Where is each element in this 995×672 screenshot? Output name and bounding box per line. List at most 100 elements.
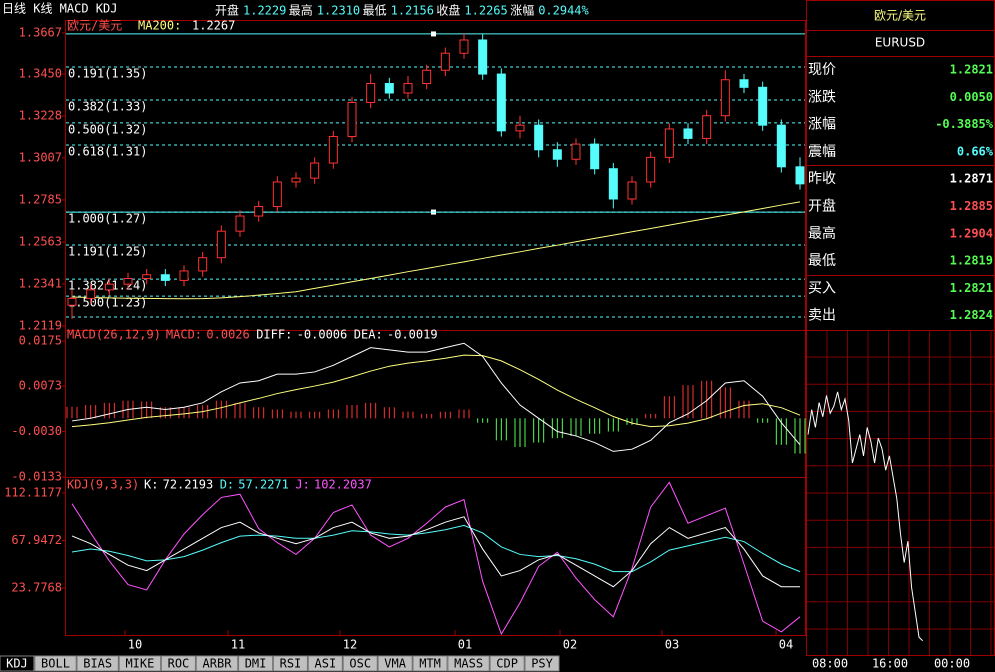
- candle-body: [627, 181, 637, 200]
- k-line: [71, 516, 800, 588]
- tab-label[interactable]: VMA: [384, 657, 406, 671]
- candle-body: [328, 136, 338, 164]
- tab-label[interactable]: ARBR: [203, 657, 233, 671]
- ma-value: 1.2267: [192, 19, 235, 33]
- y-tick-label: -0.0030: [11, 424, 62, 438]
- fib-label: 0.191(1.35): [68, 67, 147, 81]
- time-label: 08:00: [812, 657, 848, 671]
- dea-line: [71, 354, 801, 428]
- time-label: 16:00: [872, 657, 908, 671]
- header-value: 1.2265: [464, 4, 507, 18]
- candle-body: [254, 206, 264, 217]
- candle-body: [702, 115, 712, 139]
- candle-body: [646, 156, 656, 183]
- tab[interactable]: [118, 655, 162, 672]
- candle-body: [403, 83, 413, 94]
- candle-body: [272, 181, 282, 208]
- tab-label[interactable]: KDJ: [6, 657, 28, 671]
- header-label: 涨幅: [510, 3, 534, 18]
- candle-body: [534, 124, 544, 151]
- quote-value: 0.66%: [957, 144, 994, 158]
- tab-label[interactable]: OSC: [349, 657, 371, 671]
- quote-value: 1.2904: [950, 226, 993, 240]
- header-label: 最低: [363, 4, 387, 18]
- indicator-label: DEA:: [354, 328, 383, 342]
- candle-body: [123, 278, 133, 285]
- fib-label: 1.500(1.23): [68, 296, 147, 310]
- tab[interactable]: [161, 655, 196, 672]
- tab[interactable]: [34, 655, 77, 672]
- candle-body: [142, 274, 152, 280]
- quote-value: -0.3885%: [935, 117, 994, 131]
- tab[interactable]: [76, 655, 119, 672]
- y-tick-label: 0.0175: [19, 334, 62, 348]
- y-tick-label: -0.0133: [11, 470, 62, 484]
- header-value: 0.2944%: [538, 4, 589, 18]
- fib-label: 0.382(1.33): [68, 99, 147, 113]
- symbol: 欧元/美元: [67, 19, 122, 33]
- tab-label[interactable]: BOLL: [41, 657, 70, 671]
- x-tick-label: 10: [128, 638, 142, 652]
- tab[interactable]: [447, 655, 490, 672]
- tab-label[interactable]: PSY: [531, 657, 553, 671]
- candle-body: [459, 39, 469, 54]
- y-tick-label: 23.7768: [11, 581, 62, 595]
- intraday-line: [807, 391, 924, 642]
- x-tick-label: 01: [458, 638, 472, 652]
- indicator-label: D:: [220, 478, 234, 492]
- y-tick-label: 1.2563: [19, 234, 62, 248]
- candle-body: [216, 230, 226, 259]
- tab[interactable]: [412, 655, 448, 672]
- y-tick-label: 1.3450: [19, 67, 62, 81]
- candle-body: [552, 149, 562, 160]
- candle-body: [776, 124, 786, 168]
- tab[interactable]: [377, 655, 413, 672]
- d-line: [71, 524, 801, 573]
- candle-body: [291, 177, 301, 183]
- tab-label[interactable]: MASS: [454, 657, 483, 671]
- tab[interactable]: [273, 655, 308, 672]
- tab[interactable]: [238, 655, 274, 672]
- fib-handle: [431, 31, 436, 37]
- chart-frame: [65, 20, 806, 636]
- ma200-line: [71, 201, 801, 300]
- quote-value: 0.0050: [950, 90, 993, 104]
- tab-label[interactable]: MTM: [419, 657, 441, 671]
- quote-title: 欧元/美元: [874, 9, 926, 23]
- tab[interactable]: [524, 655, 560, 672]
- fib-label: 1.191(1.25): [68, 245, 147, 259]
- candle-body: [664, 128, 674, 158]
- time-label: 00:00: [934, 657, 970, 671]
- quote-value: 1.2824: [950, 308, 993, 322]
- tab-label[interactable]: DMI: [245, 657, 267, 671]
- candle-body: [478, 39, 488, 75]
- tab-label[interactable]: RSI: [280, 657, 302, 671]
- tab[interactable]: [307, 655, 343, 672]
- y-tick-label: 67.9472: [11, 533, 62, 547]
- quote-value: 1.2821: [950, 281, 993, 295]
- tab[interactable]: [195, 655, 239, 672]
- tab-label[interactable]: MIKE: [125, 657, 154, 671]
- header-label: 最高: [289, 3, 313, 18]
- quote-label: 涨跌: [808, 89, 836, 105]
- header-value: 1.2229: [243, 4, 286, 18]
- fib-label: 1.000(1.27): [68, 212, 147, 226]
- tab[interactable]: [0, 655, 35, 672]
- y-tick-label: 1.2341: [19, 276, 62, 290]
- tab-label[interactable]: ROC: [168, 657, 190, 671]
- indicator-label: DIFF:: [256, 328, 292, 342]
- frames: [65, 0, 995, 656]
- quote-value: 1.2821: [950, 63, 993, 77]
- tab-label[interactable]: BIAS: [83, 657, 112, 671]
- quote-label: 现价: [808, 62, 836, 78]
- tab-label[interactable]: ASI: [315, 657, 337, 671]
- indicator-name: KDJ(9,3,3): [67, 478, 139, 492]
- intraday-grid: [807, 331, 994, 655]
- tab[interactable]: [489, 655, 525, 672]
- fib-label: 0.618(1.31): [68, 145, 147, 159]
- quote-value: 1.2871: [950, 172, 993, 186]
- candle-body: [198, 257, 208, 272]
- tab-label[interactable]: CDP: [496, 657, 518, 671]
- x-tick-label: 12: [343, 638, 357, 652]
- tab[interactable]: [342, 655, 378, 672]
